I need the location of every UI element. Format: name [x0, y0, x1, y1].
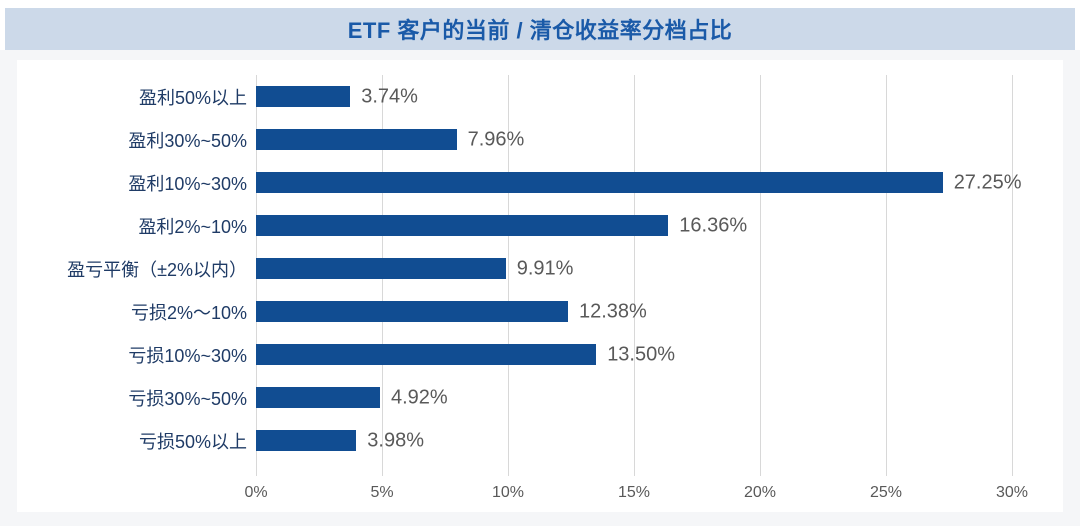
chart-title: ETF 客户的当前 / 清仓收益率分档占比 — [347, 18, 733, 43]
category-label: 盈利10%~30% — [128, 173, 247, 194]
bar-row: 盈利2%~10% 16.36% — [17, 204, 1063, 247]
bar-track: 27.25% — [256, 161, 1022, 204]
category-label: 盈利2%~10% — [138, 216, 247, 237]
bar-row: 盈亏平衡（±2%以内） 9.91% — [17, 247, 1063, 290]
bar — [256, 86, 351, 107]
bar-track: 3.98% — [256, 419, 1012, 462]
value-label: 4.92% — [390, 386, 448, 408]
bar — [256, 344, 597, 365]
x-tick-label: 20% — [743, 484, 777, 501]
chart-header-bar: ETF 客户的当前 / 清仓收益率分档占比 — [5, 8, 1075, 50]
bar — [256, 430, 357, 451]
bar-row: 亏损30%~50% 4.92% — [17, 376, 1063, 419]
bar-rows: 盈利50%以上 3.74% 盈利30%~50% 7.96% 盈利10%~30% 27.25… — [17, 75, 1063, 462]
bar-row: 盈利50%以上 3.74% — [17, 75, 1063, 118]
bar-track: 13.50% — [256, 333, 1012, 376]
value-label: 13.50% — [607, 343, 676, 365]
category-label: 盈利50%以上 — [138, 87, 247, 108]
bar-row: 亏损50%以上 3.98% — [17, 419, 1063, 462]
bar-track: 4.92% — [256, 376, 1012, 419]
category-label: 亏损30%~50% — [128, 388, 247, 409]
category-label: 亏损2%～10% — [130, 302, 247, 323]
value-label: 7.96% — [467, 128, 525, 150]
value-label: 27.25% — [953, 171, 1022, 193]
bar — [256, 258, 506, 279]
x-tick-label: 0% — [244, 484, 268, 501]
category-label: 盈利30%~50% — [128, 130, 247, 151]
value-label: 12.38% — [578, 300, 647, 322]
bar — [256, 172, 943, 193]
bar-row: 亏损2%～10% 12.38% — [17, 290, 1063, 333]
bar-row: 盈利10%~30% 27.25% — [17, 161, 1063, 204]
bar-track: 3.74% — [256, 75, 1012, 118]
category-label: 亏损10%~30% — [128, 345, 247, 366]
chart-card: 盈利50%以上 3.74% 盈利30%~50% 7.96% 盈利10%~30% 27.25… — [17, 60, 1063, 512]
value-label: 16.36% — [679, 214, 748, 236]
x-tick-label: 10% — [491, 484, 525, 501]
bar-row: 盈利30%~50% 7.96% — [17, 118, 1063, 161]
value-label: 3.74% — [361, 85, 418, 107]
bar-chart: 盈利50%以上 3.74% 盈利30%~50% 7.96% 盈利10%~30% 27.25… — [17, 60, 1063, 512]
x-tick-label: 15% — [617, 484, 651, 501]
x-tick-label: 30% — [995, 484, 1029, 501]
bar-track: 9.91% — [256, 247, 1012, 290]
bar-row: 亏损10%~30% 13.50% — [17, 333, 1063, 376]
value-label: 3.98% — [367, 429, 424, 451]
bar — [256, 215, 669, 236]
category-label: 盈亏平衡（±2%以内） — [67, 259, 247, 280]
bar-track: 12.38% — [256, 290, 1012, 333]
x-tick-label: 25% — [869, 484, 903, 501]
bar — [256, 129, 457, 150]
bar-track: 7.96% — [256, 118, 1012, 161]
x-axis: 0% 5% 10% 15% 20% 25% 30% — [244, 484, 1028, 506]
category-label: 亏损50%以上 — [138, 431, 247, 452]
bar-track: 16.36% — [256, 204, 1012, 247]
bar — [256, 301, 568, 322]
value-label: 9.91% — [516, 257, 574, 279]
bar — [256, 387, 380, 408]
x-tick-label: 5% — [370, 484, 394, 501]
